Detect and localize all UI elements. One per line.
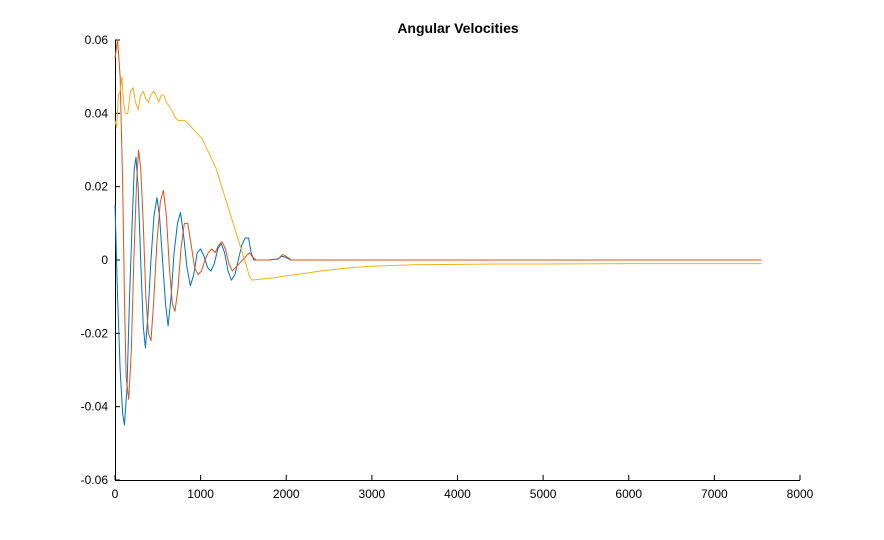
- y-tick-label: 0.02: [85, 180, 109, 194]
- chart-title: Angular Velocities: [397, 20, 519, 36]
- x-tick-label: 1000: [187, 487, 214, 501]
- series-line-3: [114, 76, 762, 281]
- y-tick-label: -0.02: [81, 326, 109, 340]
- x-tick-label: 8000: [787, 487, 814, 501]
- series-line-2: [114, 39, 762, 400]
- x-tick-label: 3000: [359, 487, 386, 501]
- plot-area: 0 1000 2000 3000 4000 5000 6000 7000 8000 -0.06-…: [81, 33, 814, 501]
- x-tick-label: 0: [112, 487, 119, 501]
- x-tick-label: 4000: [444, 487, 471, 501]
- y-tick-label: -0.04: [81, 400, 109, 414]
- y-tick-label: -0.06: [81, 473, 109, 487]
- y-tick-label: 0: [101, 253, 108, 267]
- x-tick-label: 6000: [615, 487, 642, 501]
- x-tick-label: 2000: [273, 487, 300, 501]
- series-line-1: [114, 156, 762, 426]
- x-tick-label: 7000: [701, 487, 728, 501]
- series-group: [114, 39, 762, 426]
- y-ticks: -0.06 -0.04 -0.02 0 0.02 0.04 0.06: [81, 33, 120, 487]
- x-ticks: 0 1000 2000 3000 4000 5000 6000 7000 8000: [112, 475, 814, 501]
- y-tick-label: 0.04: [85, 106, 109, 120]
- y-tick-label: 0.06: [85, 33, 109, 47]
- x-tick-label: 5000: [530, 487, 557, 501]
